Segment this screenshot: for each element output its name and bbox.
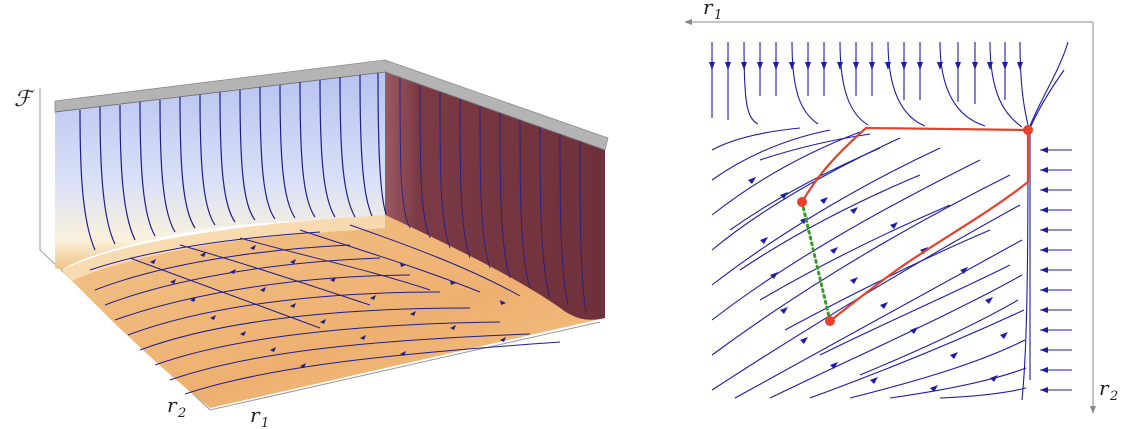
floor-surface [62,215,605,408]
stream-plot-2d: r 1 r 2 [684,0,1118,414]
floor-arrowheads [150,245,506,368]
r2-axis-label-left: r 2 [167,393,186,421]
point-top-right [1023,125,1033,135]
svg-text:1: 1 [714,8,722,23]
right-edge-arrowheads [1040,147,1048,393]
surface-plot-3d: ℱ r 2 r 1 [14,59,609,429]
top-streamlines [711,41,1069,128]
top-plate-edge [54,71,606,151]
r2-axis-arrow [1090,406,1096,414]
r1-axis-label-right: r 1 [703,0,722,23]
r1-axis-label-left: r 1 [250,403,269,429]
svg-text:r: r [167,393,178,417]
red-trajectory [801,126,1030,322]
svg-text:2: 2 [1109,389,1118,404]
svg-text:r: r [1099,376,1110,400]
r1-axis-arrow [684,19,692,25]
right-wall-streamlines [399,77,587,313]
svg-text:2: 2 [177,406,186,421]
diagonal-streamlines [711,127,1027,399]
r2-axis-label-right: r 2 [1099,376,1118,404]
back-wall [55,72,385,270]
svg-text:r: r [703,0,714,19]
back-wall-streamlines [79,72,387,251]
green-dotted-connector [800,200,832,323]
top-arrowheads [709,62,1023,70]
point-bottom [825,316,835,326]
point-left [797,197,807,207]
floor-streamlines [89,224,561,395]
svg-text:1: 1 [261,416,269,429]
z-axis-label: ℱ [14,87,35,112]
svg-text:r: r [250,403,261,427]
